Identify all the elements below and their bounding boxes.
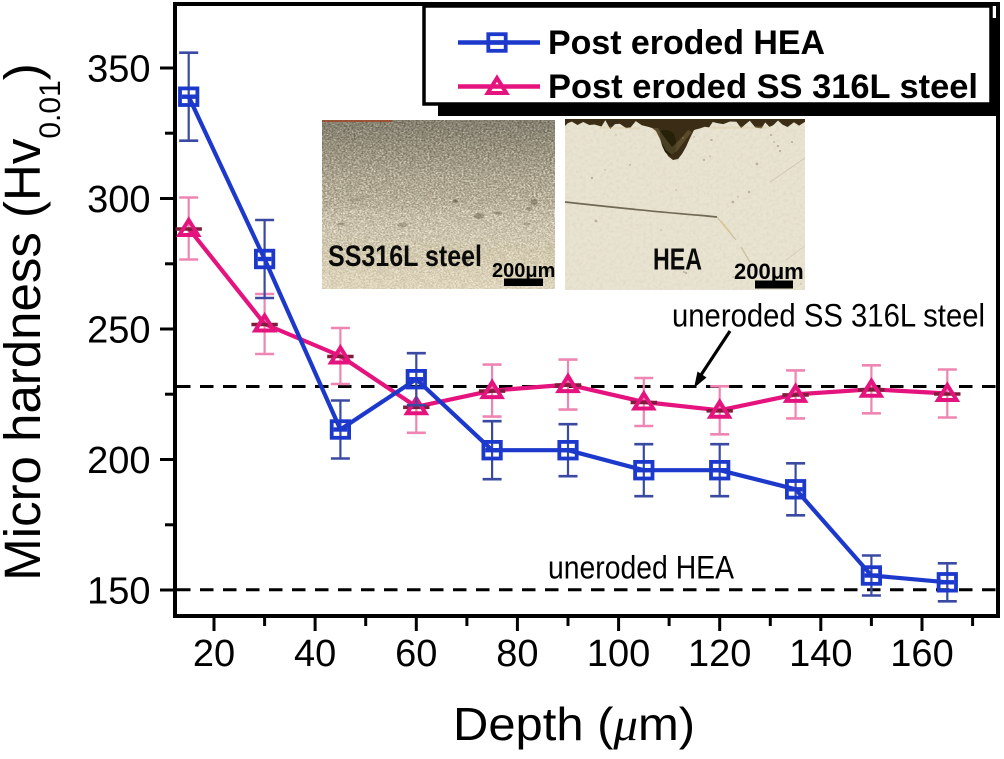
svg-text:300: 300: [87, 179, 150, 221]
svg-text:Post eroded SS 316L steel: Post eroded SS 316L steel: [548, 68, 978, 106]
svg-text:uneroded SS 316L steel: uneroded SS 316L steel: [672, 298, 985, 334]
svg-text:160: 160: [890, 633, 953, 675]
svg-text:80: 80: [496, 633, 538, 675]
svg-text:150: 150: [87, 571, 150, 613]
svg-text:350: 350: [87, 49, 150, 91]
svg-text:120: 120: [688, 633, 751, 675]
svg-text:200μm: 200μm: [734, 259, 804, 284]
svg-text:140: 140: [789, 633, 852, 675]
svg-text:250: 250: [87, 310, 150, 352]
svg-text:100: 100: [587, 633, 650, 675]
svg-text:uneroded HEA: uneroded HEA: [548, 550, 735, 586]
svg-text:Depth (μm): Depth (μm): [453, 698, 695, 750]
svg-text:200μm: 200μm: [492, 260, 555, 282]
svg-text:40: 40: [294, 633, 336, 675]
svg-text:200: 200: [87, 440, 150, 482]
svg-text:20: 20: [193, 633, 235, 675]
svg-text:Post eroded HEA: Post eroded HEA: [548, 24, 825, 62]
svg-text:SS316L steel: SS316L steel: [328, 240, 482, 273]
svg-text:60: 60: [395, 633, 437, 675]
svg-text:HEA: HEA: [653, 242, 702, 277]
